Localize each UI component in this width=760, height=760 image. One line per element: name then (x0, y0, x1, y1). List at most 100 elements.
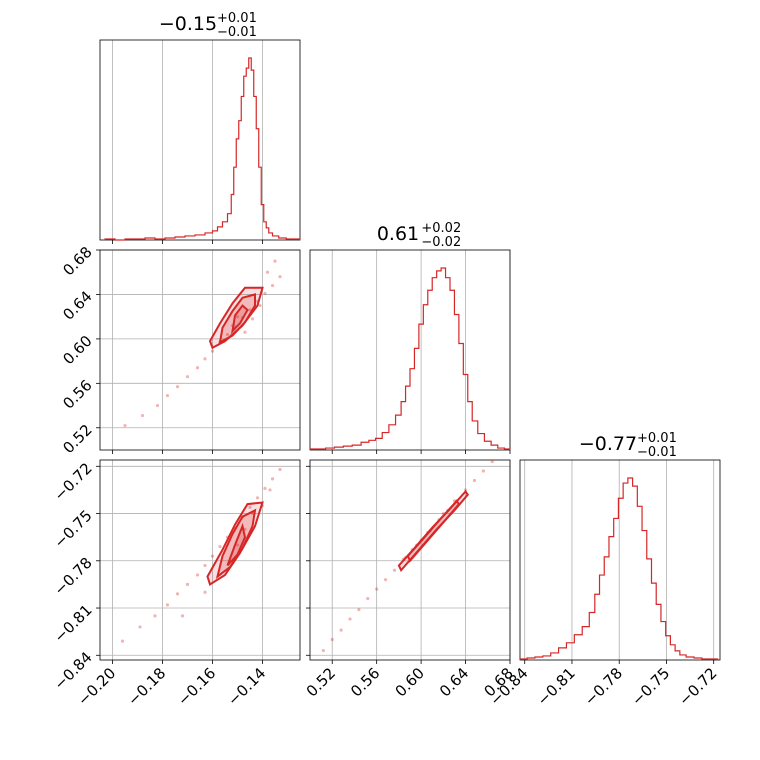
panel-frame (99, 459, 301, 661)
scatter-point (472, 478, 477, 483)
panel-2-0 (96, 459, 301, 664)
scatter-point (195, 366, 200, 370)
scatter-point (330, 637, 334, 642)
scatter-point (225, 332, 230, 337)
y-tick-label: −0.78 (50, 554, 95, 599)
panel-1-1: 0.61 +0.02−0.02 (309, 221, 511, 454)
histogram-title-2: −0.77 (579, 433, 637, 455)
scatter-point (263, 291, 267, 295)
x-tick-label: −0.75 (628, 664, 673, 709)
scatter-point (273, 259, 277, 263)
scatter-point (203, 590, 207, 594)
x-tick-label: −0.18 (124, 664, 169, 709)
y-tick-label: 0.52 (59, 421, 95, 457)
scatter-point (123, 423, 127, 428)
scatter-point (270, 477, 275, 481)
scatter-point (348, 617, 352, 621)
scatter-point (481, 469, 485, 473)
scatter-point (235, 543, 240, 547)
scatter-point (278, 275, 282, 279)
scatter-point (255, 496, 260, 500)
x-tick-label: 0.64 (436, 664, 472, 700)
scatter-point (235, 315, 240, 319)
scatter-point (357, 608, 361, 612)
histogram-title-1: 0.61 (377, 223, 419, 245)
scatter-point (375, 587, 379, 591)
scatter-point (210, 349, 215, 353)
scatter-point (165, 603, 170, 607)
title-minus-2: −0.01 (637, 445, 677, 460)
scatter-point (180, 614, 185, 618)
scatter-point (463, 488, 468, 492)
y-tick-label: −0.81 (50, 601, 95, 646)
scatter-point (203, 357, 207, 361)
title-plus-2: +0.01 (637, 431, 677, 446)
panel-2-1 (306, 459, 511, 664)
scatter-point (140, 413, 145, 418)
scatter-point (185, 582, 190, 587)
panel-frame (309, 249, 511, 451)
scatter-point (138, 625, 142, 629)
panel-frame (519, 459, 721, 661)
x-tick-label: −0.78 (581, 664, 626, 709)
histogram-2 (519, 477, 719, 660)
scatter-point (248, 505, 252, 509)
title-minus-0: −0.01 (217, 25, 257, 40)
y-tick-label: 0.56 (59, 376, 95, 412)
scatter-point (203, 563, 207, 568)
scatter-point (250, 317, 255, 321)
scatter-point (210, 554, 215, 558)
x-tick-label: −0.81 (534, 664, 579, 709)
scatter-point (195, 573, 200, 577)
scatter-point (366, 596, 370, 601)
scatter-point (185, 375, 190, 379)
scatter-point (165, 393, 170, 398)
title-plus-0: +0.01 (217, 11, 257, 26)
y-tick-label: 0.64 (59, 287, 95, 323)
y-tick-label: −0.72 (50, 459, 95, 504)
scatter-point (258, 303, 262, 308)
x-tick-label: −0.14 (224, 664, 269, 709)
y-tick-label: 0.68 (59, 243, 95, 279)
panel-0-0: −0.15 +0.01−0.01 (99, 11, 301, 244)
x-tick-label: 0.52 (303, 664, 339, 700)
x-tick-label: −0.72 (675, 664, 720, 709)
scatter-point (278, 467, 282, 472)
scatter-point (175, 385, 180, 389)
title-minus-1: −0.02 (421, 235, 461, 250)
panel-1-0 (96, 249, 301, 454)
panel-frame (309, 459, 511, 661)
y-tick-label: −0.75 (50, 506, 95, 551)
x-tick-label: 0.56 (347, 664, 383, 700)
histogram-1 (309, 267, 511, 450)
contour-level-1 (218, 293, 256, 345)
scatter-point (339, 628, 343, 632)
scatter-point (155, 403, 160, 408)
scatter-point (490, 459, 494, 464)
scatter-point (392, 568, 397, 572)
scatter-point (321, 648, 325, 653)
panel-2-2: −0.77 +0.01−0.01 (519, 431, 721, 664)
title-plus-1: +0.02 (421, 221, 461, 236)
x-tick-label: −0.16 (174, 664, 219, 709)
scatter-point (153, 614, 157, 618)
scatter-point (270, 283, 275, 288)
scatter-point (175, 592, 180, 596)
scatter-point (243, 330, 247, 334)
scatter-point (120, 639, 125, 643)
scatter-point (268, 488, 272, 492)
histogram-title-0: −0.15 (159, 13, 217, 35)
x-tick-label: 0.60 (392, 664, 428, 700)
contour-level-2 (231, 304, 249, 335)
scatter-point (383, 578, 388, 582)
scatter-point (218, 545, 222, 549)
panel-frame (99, 249, 301, 451)
scatter-point (265, 270, 270, 274)
histogram-0 (104, 57, 301, 241)
contour-level-2 (226, 522, 247, 567)
contour-level-1 (406, 499, 461, 563)
y-tick-label: 0.60 (59, 332, 95, 368)
scatter-point (263, 486, 267, 490)
panel-frame (99, 39, 301, 241)
